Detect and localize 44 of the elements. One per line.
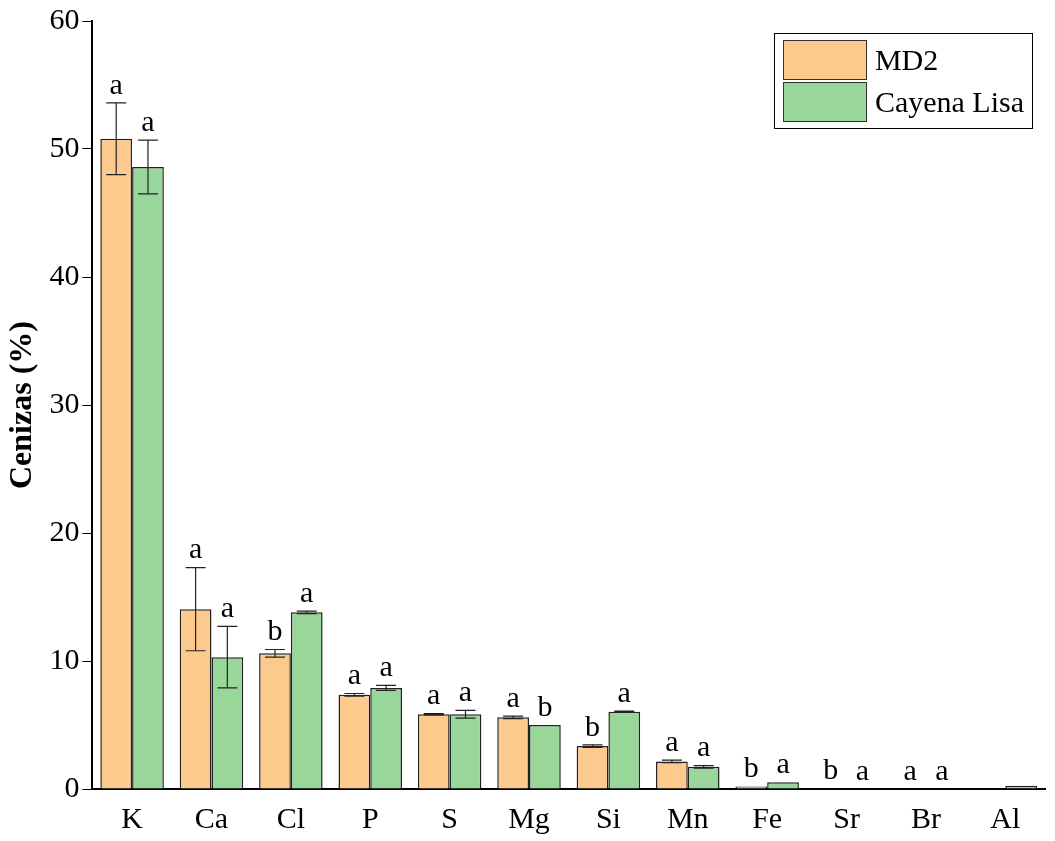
x-tick-label: Mg xyxy=(508,800,550,834)
y-axis-title: Cenizas (%) xyxy=(2,321,39,489)
data-label: b xyxy=(267,613,283,647)
legend-label: MD2 xyxy=(874,43,939,77)
data-label: a xyxy=(855,752,870,786)
data-label: b xyxy=(743,750,759,784)
data-label: a xyxy=(188,531,203,565)
data-label: a xyxy=(427,677,441,711)
x-tick-label: Ca xyxy=(194,800,229,834)
legend-label: Cayena Lisa xyxy=(874,85,1024,119)
data-label: a xyxy=(458,674,473,708)
y-tick-label: 40 xyxy=(49,257,80,291)
x-tick-label: Si xyxy=(595,800,621,834)
x-tick-label: S xyxy=(441,800,458,834)
data-label: a xyxy=(506,679,520,713)
x-tick-label: Mn xyxy=(666,800,709,834)
data-label: b xyxy=(537,688,553,722)
x-tick-label: K xyxy=(121,800,144,834)
y-tick-label: 50 xyxy=(49,129,80,163)
x-tick-label: Br xyxy=(910,800,941,834)
x-tick-label: Sr xyxy=(833,800,860,834)
x-tick-label: Cl xyxy=(276,800,306,834)
x-tick-label: P xyxy=(361,800,379,834)
data-label: a xyxy=(109,66,123,100)
y-tick-label: 60 xyxy=(49,1,80,35)
data-label: a xyxy=(776,746,790,780)
data-label: a xyxy=(379,649,393,683)
x-tick-label: Al xyxy=(990,800,1021,834)
data-label: a xyxy=(220,590,235,624)
x-tick-label: Fe xyxy=(752,800,783,834)
data-label: a xyxy=(665,724,679,758)
y-tick-label: 20 xyxy=(49,513,80,547)
data-label: a xyxy=(347,657,362,691)
data-label: b xyxy=(585,708,601,742)
data-label: a xyxy=(300,574,314,608)
y-tick-label: 30 xyxy=(49,385,80,419)
data-label: a xyxy=(696,729,711,763)
data-label: a xyxy=(141,103,155,137)
data-label: a xyxy=(935,752,949,786)
data-label: a xyxy=(903,752,917,786)
data-label: b xyxy=(823,752,839,786)
y-tick-label: 10 xyxy=(49,641,80,675)
y-tick-label: 0 xyxy=(64,769,80,803)
data-label: a xyxy=(617,675,631,709)
